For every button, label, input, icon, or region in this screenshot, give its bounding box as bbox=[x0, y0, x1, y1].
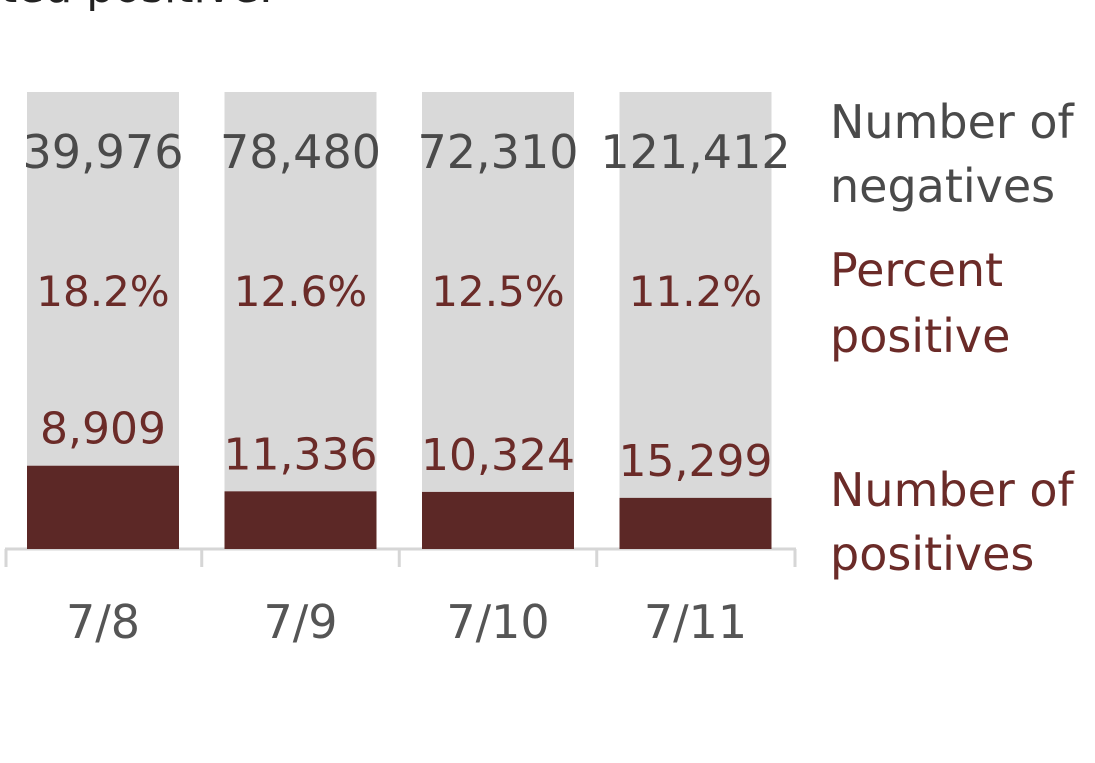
label-percent-positive: 12.5% bbox=[431, 267, 564, 316]
x-tick-label: 7/8 bbox=[66, 595, 140, 649]
x-axis bbox=[4, 547, 797, 567]
bars bbox=[27, 92, 772, 549]
legend-negatives: negatives bbox=[830, 159, 1055, 213]
label-positives: 11,336 bbox=[224, 429, 378, 480]
label-percent-positive: 11.2% bbox=[629, 267, 762, 316]
label-negatives: 121,412 bbox=[600, 125, 790, 179]
label-negatives: 39,976 bbox=[23, 125, 184, 179]
bar-positives bbox=[422, 491, 574, 549]
legend-positives: positives bbox=[830, 527, 1034, 581]
bar-negatives bbox=[422, 92, 574, 492]
label-positives: 15,299 bbox=[619, 436, 773, 487]
legend-negatives: Number of bbox=[830, 95, 1076, 149]
label-negatives: 78,480 bbox=[220, 125, 381, 179]
bar-positives bbox=[619, 497, 772, 549]
label-positives: 10,324 bbox=[421, 430, 575, 481]
bar-positives bbox=[27, 465, 179, 549]
label-percent-positive: 12.6% bbox=[234, 267, 367, 316]
bar-negatives bbox=[27, 92, 179, 466]
legend-percent-positive: Percent bbox=[830, 243, 1003, 297]
x-tick-label: 7/10 bbox=[446, 595, 549, 649]
x-tick-label: 7/9 bbox=[263, 595, 337, 649]
label-negatives: 72,310 bbox=[418, 125, 579, 179]
bar-negatives bbox=[224, 92, 377, 492]
x-tick-label: 7/11 bbox=[644, 595, 747, 649]
legend-percent-positive: positive bbox=[830, 309, 1010, 363]
legend-positives: Number of bbox=[830, 463, 1076, 517]
header-fragment: ted positive. bbox=[0, 0, 273, 13]
bar-positives bbox=[224, 491, 377, 549]
x-tick-labels: 7/8 7/9 7/10 7/11 bbox=[66, 595, 747, 649]
bar-negatives bbox=[619, 92, 772, 498]
legend: Number of negatives Percent positive Number … bbox=[830, 95, 1076, 581]
data-labels: 39,976 18.2% 8,909 78,480 12.6% 11,336 72,310 1… bbox=[23, 125, 791, 487]
label-positives: 8,909 bbox=[40, 404, 166, 455]
label-percent-positive: 18.2% bbox=[36, 267, 169, 316]
